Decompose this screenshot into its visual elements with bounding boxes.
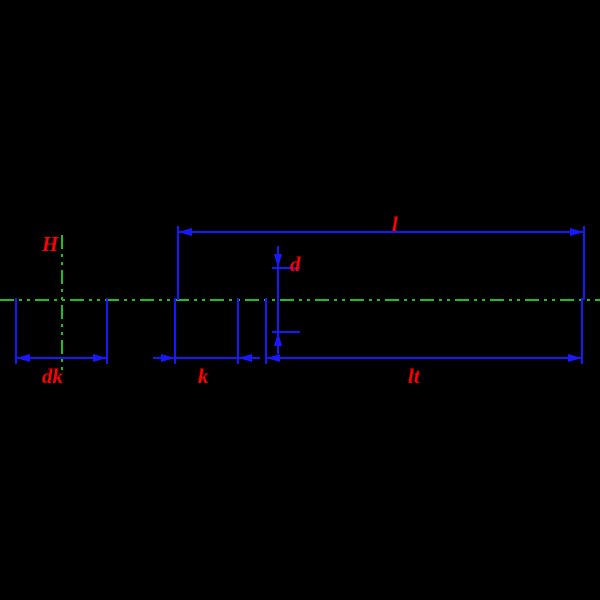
label-H: H bbox=[42, 232, 58, 257]
label-l: l bbox=[392, 212, 398, 237]
label-dk: dk bbox=[42, 364, 63, 389]
label-k: k bbox=[198, 364, 209, 389]
label-d: d bbox=[290, 252, 301, 277]
label-lt: lt bbox=[408, 364, 420, 389]
technical-drawing bbox=[0, 0, 600, 600]
